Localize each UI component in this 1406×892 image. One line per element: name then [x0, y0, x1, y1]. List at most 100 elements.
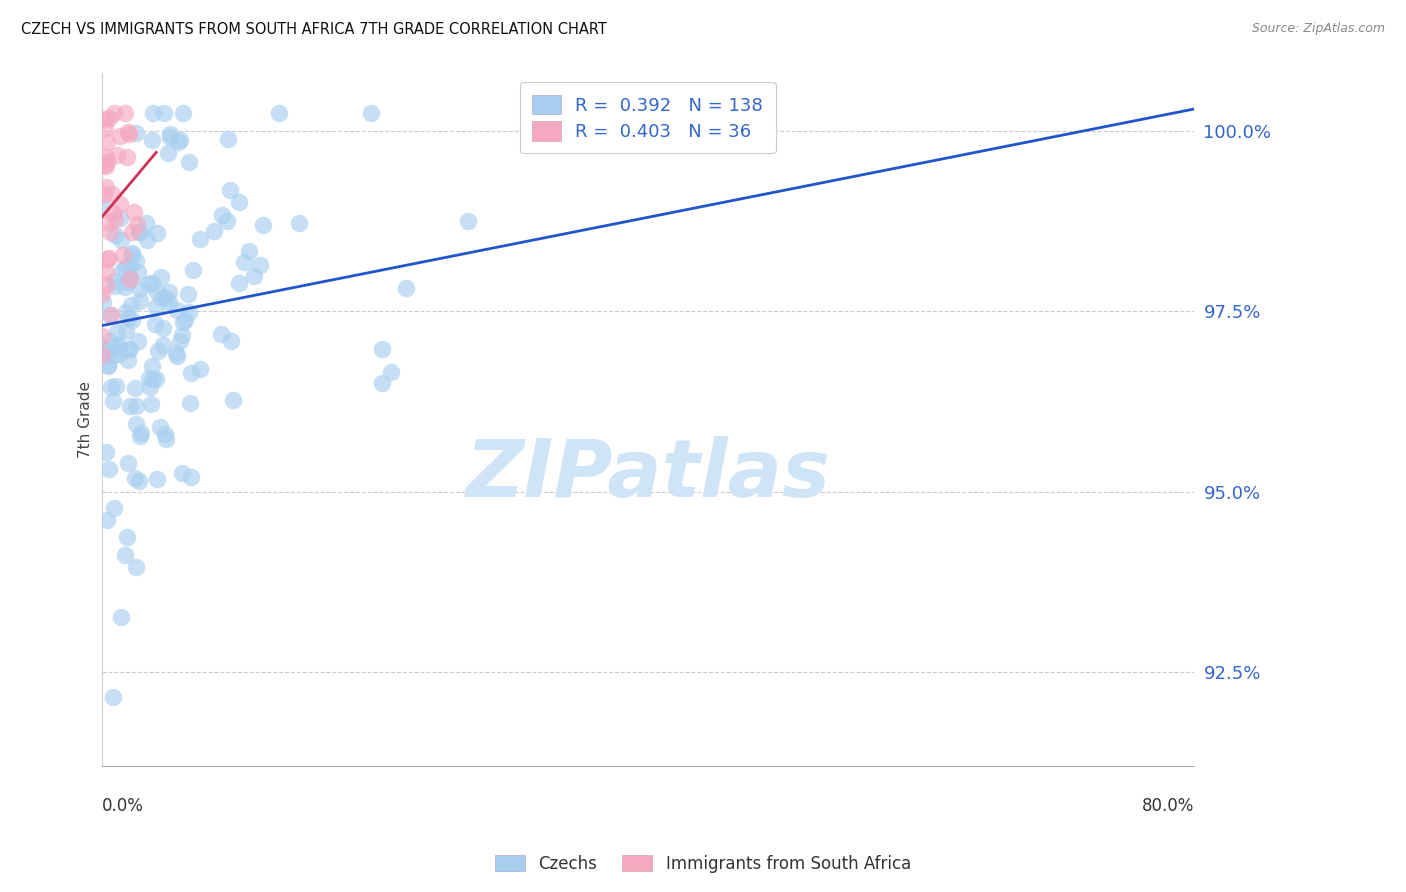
Point — [93, 158, 115, 172]
Point — [98, 462, 121, 476]
Point — [124, 381, 146, 395]
Point — [177, 155, 200, 169]
Point — [243, 268, 266, 283]
Point — [360, 105, 382, 120]
Point — [135, 233, 157, 247]
Point — [228, 276, 250, 290]
Point — [91, 199, 114, 213]
Point — [120, 272, 142, 286]
Point — [120, 258, 142, 272]
Point — [117, 275, 139, 289]
Point — [120, 399, 142, 413]
Point — [267, 105, 290, 120]
Point — [157, 294, 180, 309]
Point — [232, 255, 254, 269]
Point — [93, 342, 115, 356]
Point — [110, 197, 132, 211]
Point — [222, 392, 245, 407]
Legend: R =  0.392   N = 138, R =  0.403   N = 36: R = 0.392 N = 138, R = 0.403 N = 36 — [519, 82, 776, 153]
Point — [108, 129, 131, 144]
Point — [104, 227, 127, 242]
Point — [152, 321, 174, 335]
Point — [101, 347, 124, 361]
Point — [114, 548, 136, 562]
Point — [149, 420, 172, 434]
Point — [165, 345, 187, 359]
Point — [177, 287, 200, 301]
Point — [150, 291, 173, 305]
Point — [122, 205, 145, 219]
Point — [217, 132, 239, 146]
Point — [108, 340, 131, 354]
Point — [209, 326, 232, 341]
Point — [136, 277, 159, 291]
Text: 0.0%: 0.0% — [101, 797, 143, 814]
Point — [117, 457, 139, 471]
Point — [115, 324, 138, 338]
Point — [180, 366, 202, 380]
Point — [94, 159, 117, 173]
Point — [170, 467, 193, 481]
Point — [124, 254, 146, 268]
Point — [110, 211, 132, 226]
Point — [380, 365, 402, 379]
Text: 80.0%: 80.0% — [1142, 797, 1194, 814]
Point — [121, 245, 143, 260]
Point — [457, 213, 479, 227]
Point — [211, 208, 233, 222]
Point — [103, 500, 125, 515]
Point — [141, 133, 163, 147]
Point — [105, 325, 128, 339]
Point — [394, 281, 416, 295]
Point — [120, 270, 142, 285]
Point — [146, 227, 169, 241]
Point — [98, 251, 121, 265]
Point — [129, 282, 152, 296]
Point — [91, 348, 114, 362]
Point — [124, 471, 146, 485]
Point — [159, 129, 181, 144]
Point — [219, 334, 242, 348]
Point — [93, 112, 115, 126]
Point — [96, 136, 118, 150]
Point — [135, 216, 157, 230]
Point — [159, 127, 181, 141]
Text: ZIPatlas: ZIPatlas — [465, 436, 830, 514]
Point — [217, 214, 239, 228]
Point — [142, 105, 165, 120]
Point — [105, 379, 128, 393]
Point — [110, 610, 132, 624]
Point — [104, 278, 127, 293]
Point — [125, 217, 148, 231]
Point — [128, 225, 150, 239]
Point — [181, 263, 204, 277]
Point — [252, 218, 274, 232]
Point — [138, 370, 160, 384]
Point — [141, 277, 163, 291]
Text: CZECH VS IMMIGRANTS FROM SOUTH AFRICA 7TH GRADE CORRELATION CHART: CZECH VS IMMIGRANTS FROM SOUTH AFRICA 7T… — [21, 22, 607, 37]
Point — [117, 342, 139, 356]
Point — [125, 126, 148, 140]
Point — [125, 417, 148, 432]
Y-axis label: 7th Grade: 7th Grade — [79, 381, 93, 458]
Point — [101, 393, 124, 408]
Legend: Czechs, Immigrants from South Africa: Czechs, Immigrants from South Africa — [488, 848, 918, 880]
Point — [91, 287, 114, 301]
Point — [129, 425, 152, 440]
Point — [117, 352, 139, 367]
Point — [238, 244, 260, 259]
Point — [153, 105, 176, 120]
Point — [146, 285, 169, 299]
Point — [96, 155, 118, 169]
Point — [98, 334, 121, 348]
Point — [120, 298, 142, 312]
Point — [371, 376, 394, 390]
Point — [111, 264, 134, 278]
Point — [166, 303, 188, 318]
Point — [115, 530, 138, 544]
Point — [108, 347, 131, 361]
Point — [94, 445, 117, 459]
Point — [127, 334, 149, 348]
Point — [121, 225, 143, 239]
Point — [96, 252, 118, 266]
